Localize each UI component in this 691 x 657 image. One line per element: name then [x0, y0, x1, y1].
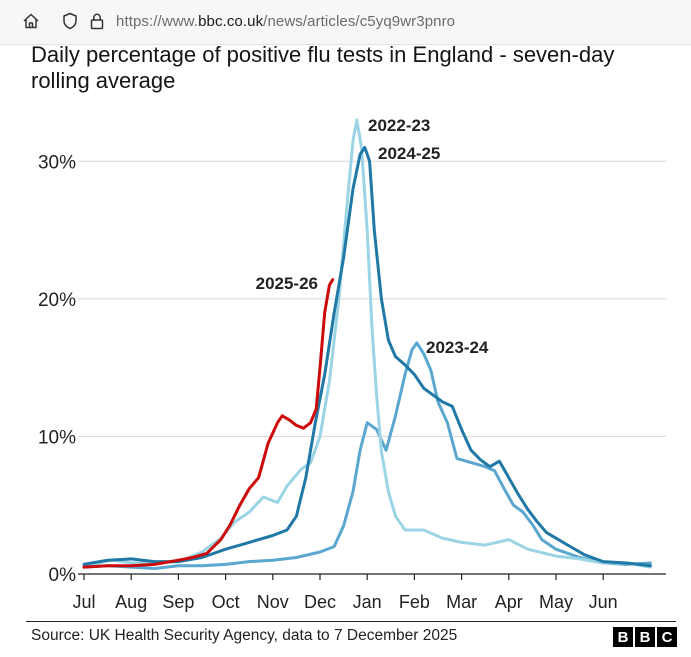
address-bar[interactable]: https://www.bbc.co.uk/news/articles/c5yq…	[116, 13, 455, 30]
series-line-2023-24	[82, 341, 652, 570]
x-tick-label: Mar	[446, 592, 477, 612]
y-tick-label: 20%	[38, 290, 76, 311]
bbc-logo-letter: C	[657, 627, 677, 647]
url-prefix: https://www.	[116, 13, 199, 30]
series-line-2025-26	[82, 278, 335, 569]
series-label-2022-23: 2022-23	[368, 116, 430, 135]
bbc-logo-letter: B	[635, 627, 655, 647]
x-tick-label: Sep	[162, 592, 194, 612]
url-domain: bbc.co.uk	[198, 13, 264, 30]
x-tick-label: Jun	[589, 592, 618, 612]
series-line-2022-23	[82, 118, 652, 569]
x-tick-label: Feb	[399, 592, 430, 612]
chart-title: Daily percentage of positive flu tests i…	[31, 42, 615, 93]
series-label-2024-25: 2024-25	[378, 144, 440, 163]
y-tick-label: 30%	[38, 152, 76, 173]
x-tick-label: Oct	[212, 592, 240, 612]
series-label-2025-26: 2025-26	[256, 274, 318, 293]
bbc-logo: B B C	[613, 627, 677, 647]
y-tick-label: 0%	[49, 565, 77, 586]
source-note: Source: UK Health Security Agency, data …	[31, 627, 458, 644]
x-tick-label: Nov	[257, 592, 289, 612]
home-icon[interactable]	[20, 10, 42, 32]
browser-toolbar: https://www.bbc.co.uk/news/articles/c5yq…	[0, 0, 691, 45]
x-tick-label: Apr	[495, 592, 523, 612]
x-tick-label: May	[539, 592, 573, 612]
bbc-logo-letter: B	[613, 627, 633, 647]
series-label-2023-24: 2023-24	[426, 338, 489, 357]
article-chart-figure: Daily percentage of positive flu tests i…	[0, 42, 691, 657]
footer-divider	[26, 621, 676, 622]
x-tick-label: Dec	[304, 592, 336, 612]
x-tick-label: Jul	[72, 592, 95, 612]
flu-chart: 0% 10% 20% 30% Jul Aug Sep Oct Nov Dec Jan Feb Mar Ap…	[38, 116, 666, 612]
series-line-2024-25	[82, 146, 652, 568]
y-tick-label: 10%	[38, 427, 76, 448]
shield-icon[interactable]	[59, 10, 81, 32]
url-path: /news/articles/c5yq9wr3pnro	[263, 13, 456, 30]
lock-icon[interactable]	[86, 10, 108, 32]
x-tick-label: Jan	[353, 592, 382, 612]
x-tick-label: Aug	[115, 592, 147, 612]
